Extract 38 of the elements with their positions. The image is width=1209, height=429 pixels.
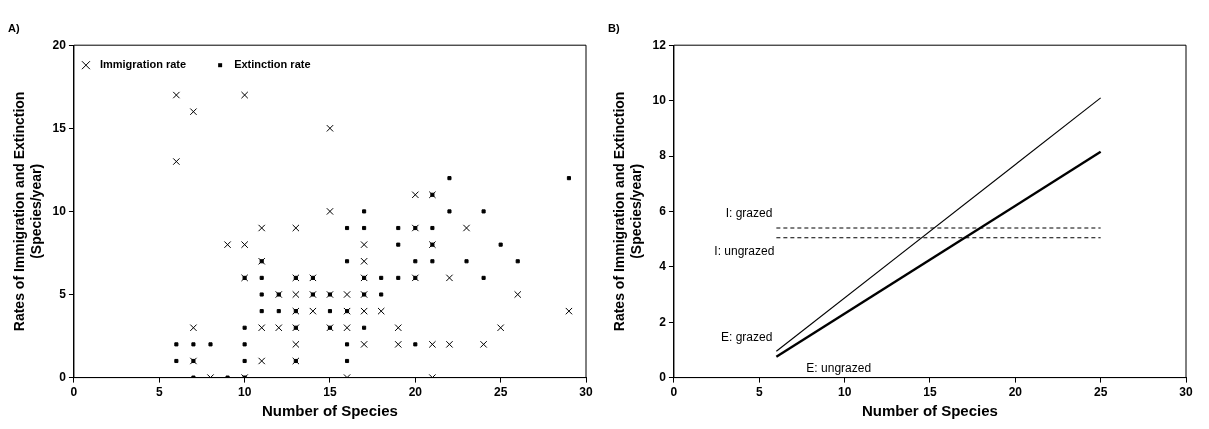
x-axis-title: Number of Species <box>262 402 398 420</box>
chart-title: B) <box>608 21 620 34</box>
y-tick-label: 0 <box>59 369 67 384</box>
series-label: I: ungrazed <box>714 244 775 259</box>
x-tick-label: 20 <box>1008 385 1023 400</box>
y-tick-label: 6 <box>659 203 667 218</box>
x-tick-label: 15 <box>923 385 937 400</box>
y-tick-label: 10 <box>652 92 667 107</box>
y-tick-label: 12 <box>652 37 667 52</box>
x-tick-label: 5 <box>755 385 763 400</box>
y-tick-label: 4 <box>659 259 667 274</box>
legend-label: Extinction rate <box>234 58 311 71</box>
x-axis-title: Number of Species <box>862 402 998 420</box>
x-tick-label: 15 <box>323 385 337 400</box>
y-axis-title: Rates of Immigration and Extinction (Species/year) <box>611 91 645 332</box>
y-tick-label: 2 <box>659 314 667 329</box>
x-tick-label: 25 <box>493 385 508 400</box>
y-tick-label: 0 <box>659 369 667 384</box>
x-tick-label: 25 <box>1093 385 1108 400</box>
x-tick-label: 10 <box>837 385 852 400</box>
y-tick-label: 15 <box>52 120 67 135</box>
x-tick-label: 0 <box>70 385 78 400</box>
y-tick-label: 5 <box>59 286 67 301</box>
y-tick-label: 10 <box>52 203 67 218</box>
x-tick-label: 10 <box>237 385 252 400</box>
series-label: E: ungrazed <box>806 361 872 376</box>
x-tick-label: 30 <box>579 385 593 400</box>
x-tick-label: 20 <box>408 385 423 400</box>
y-axis-title: Rates of Immigration and Extinction (Species/year) <box>11 91 45 332</box>
legend-label: Immigration rate <box>99 58 187 71</box>
chart-title: A) <box>8 21 20 34</box>
series-label: E: grazed <box>720 329 773 344</box>
y-tick-label: 20 <box>52 37 67 52</box>
x-tick-label: 5 <box>155 385 163 400</box>
x-tick-label: 30 <box>1179 385 1193 400</box>
y-tick-label: 8 <box>659 148 667 163</box>
series-label: I: grazed <box>725 206 773 221</box>
x-tick-label: 0 <box>670 385 678 400</box>
